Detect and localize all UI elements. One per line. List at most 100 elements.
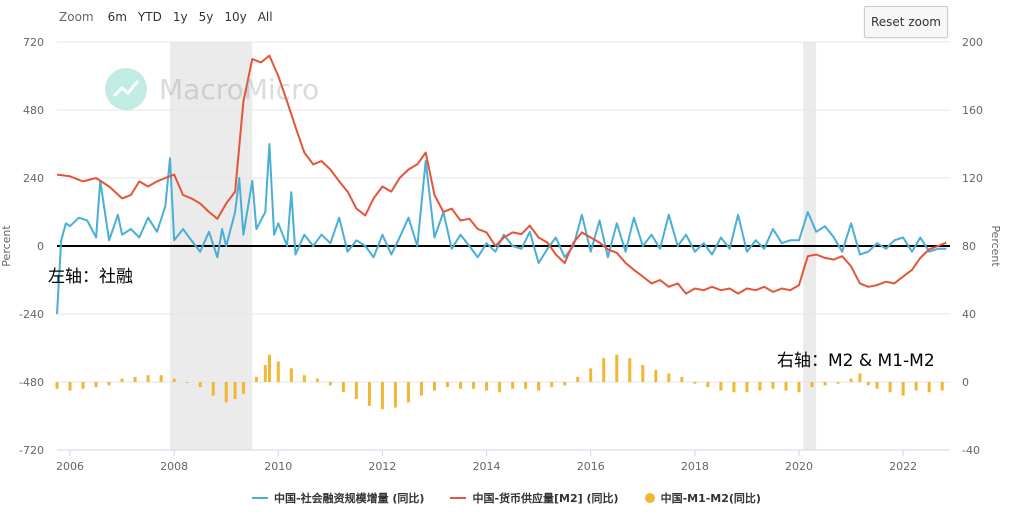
bar-m1m2	[940, 382, 944, 391]
bar-m1m2	[315, 378, 319, 382]
x-tick-label: 2006	[56, 460, 84, 473]
legend-item-m2[interactable]: 中国-货币供应量[M2] (同比)	[450, 490, 619, 506]
series-line-m2	[56, 54, 947, 295]
bar-m1m2	[771, 382, 775, 389]
bar-m1m2	[241, 382, 245, 394]
bar-m1m2	[433, 382, 437, 391]
bar-m1m2	[914, 382, 918, 391]
bar-m1m2	[563, 382, 567, 386]
bar-m1m2	[354, 382, 358, 399]
y-left-tick-label: 0	[37, 240, 44, 253]
zoom-6m-button[interactable]: 6m	[107, 10, 127, 24]
bar-m1m2	[732, 382, 736, 393]
legend-item-m1m2[interactable]: 中国-M1-M2(同比)	[644, 490, 761, 506]
y-right-tick-label: 80	[962, 240, 976, 253]
bar-m1m2	[615, 354, 619, 382]
bar-m1m2	[589, 368, 593, 382]
x-tick-label: 2016	[577, 460, 605, 473]
zoom-10y-button[interactable]: 10y	[224, 10, 247, 24]
legend: 中国-社会融资规模增量 (同比) 中国-货币供应量[M2] (同比) 中国-M1…	[0, 490, 1013, 506]
x-tick-label: 2018	[681, 460, 709, 473]
y-right-axis-title: Percent	[989, 225, 1002, 267]
bar-m1m2	[289, 368, 293, 382]
bar-m1m2	[459, 382, 463, 389]
legend-swatch-m1m2	[644, 493, 655, 503]
bar-m1m2	[172, 378, 176, 382]
bar-m1m2	[576, 376, 580, 382]
bar-m1m2	[797, 382, 801, 393]
bar-m1m2	[858, 373, 862, 382]
zoom-1y-button[interactable]: 1y	[172, 10, 188, 24]
bar-m1m2	[810, 382, 814, 388]
legend-label-m2: 中国-货币供应量[M2] (同比)	[472, 492, 619, 505]
bar-m1m2	[55, 382, 59, 389]
y-right-bottom-tick-label: 0	[962, 376, 969, 389]
bar-m1m2	[367, 382, 371, 406]
reset-zoom-button[interactable]: Reset zoom	[864, 6, 948, 38]
bar-m1m2	[641, 365, 645, 382]
zoom-label: Zoom	[59, 10, 94, 24]
bar-m1m2	[719, 382, 723, 391]
bar-m1m2	[628, 358, 632, 382]
bar-m1m2	[745, 382, 749, 393]
x-tick-label: 2020	[785, 460, 813, 473]
bar-m1m2	[146, 375, 150, 382]
series-line-tsf	[56, 143, 947, 315]
bar-m1m2	[120, 378, 124, 382]
legend-swatch-tsf	[252, 497, 269, 499]
bar-m1m2	[68, 382, 72, 391]
bar-m1m2	[667, 373, 671, 382]
bar-m1m2	[446, 382, 450, 388]
bar-m1m2	[602, 358, 606, 382]
watermark-text: MacroMicro	[159, 72, 320, 106]
bar-m1m2	[823, 382, 827, 386]
legend-swatch-m2	[450, 497, 467, 499]
bar-m1m2	[472, 382, 476, 389]
y-left-tick-label: 720	[23, 36, 44, 49]
bar-m1m2	[302, 375, 306, 382]
y-right-tick-label: 120	[962, 172, 983, 185]
bar-m1m2	[276, 361, 280, 382]
y-right-tick-label: 40	[962, 308, 976, 321]
bar-m1m2	[511, 382, 515, 389]
bar-m1m2	[849, 378, 853, 382]
bar-m1m2	[419, 382, 423, 396]
bar-m1m2	[866, 382, 870, 386]
x-tick-label: 2010	[264, 460, 292, 473]
y-right-tick-label: 200	[962, 36, 983, 49]
bar-m1m2	[185, 382, 189, 383]
bar-m1m2	[233, 382, 237, 399]
right-axis-note: 右轴：M2 & M1-M2	[777, 351, 935, 371]
bar-m1m2	[159, 375, 163, 382]
bar-m1m2	[524, 382, 528, 389]
bar-m1m2	[927, 382, 931, 393]
bar-m1m2	[380, 382, 384, 410]
bar-m1m2	[133, 376, 137, 382]
bar-m1m2	[680, 376, 684, 382]
macromicro-logo-icon	[105, 68, 147, 110]
bar-m1m2	[328, 382, 332, 386]
bar-m1m2	[224, 382, 228, 403]
bar-m1m2	[706, 382, 710, 388]
y-right-bottom-tick-label: -40	[962, 444, 980, 457]
left-axis-note: 左轴：社融	[48, 267, 133, 287]
bar-m1m2	[267, 354, 271, 382]
zoom-toolbar: Zoom 6m YTD 1y 5y 10y All	[59, 10, 284, 24]
bar-m1m2	[485, 382, 489, 391]
bar-m1m2	[537, 382, 541, 391]
x-tick-label: 2014	[473, 460, 501, 473]
bar-m1m2	[901, 382, 905, 396]
bar-m1m2	[888, 382, 892, 393]
bar-m1m2	[654, 370, 658, 382]
zoom-all-button[interactable]: All	[257, 10, 273, 24]
y-right-tick-label: 160	[962, 104, 983, 117]
legend-item-tsf[interactable]: 中国-社会融资规模增量 (同比)	[252, 490, 424, 506]
zoom-5y-button[interactable]: 5y	[198, 10, 214, 24]
zoom-ytd-button[interactable]: YTD	[137, 10, 162, 24]
bar-m1m2	[107, 382, 111, 386]
y-left-tick-label: -240	[19, 308, 44, 321]
legend-label-tsf: 中国-社会融资规模增量 (同比)	[274, 492, 425, 505]
bar-m1m2	[875, 382, 879, 389]
